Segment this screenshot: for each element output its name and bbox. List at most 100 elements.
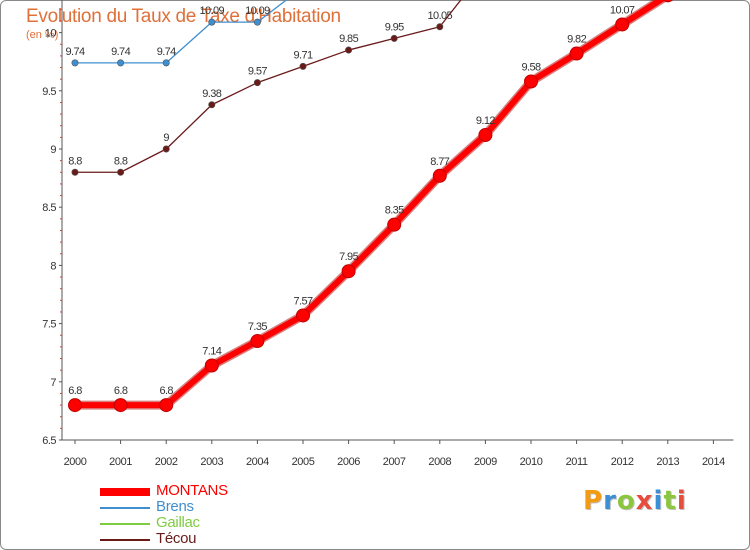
- data-label: 8.35: [385, 205, 404, 217]
- data-label: 6.8: [159, 385, 173, 397]
- x-tick-label: 2008: [428, 456, 451, 468]
- series-point: [253, 18, 261, 26]
- data-label: 10.09: [200, 5, 225, 17]
- x-tick-label: 2009: [474, 456, 497, 468]
- y-tick-label: 9: [50, 144, 56, 156]
- data-label: 10.05: [428, 10, 453, 22]
- data-label: 9.38: [202, 88, 221, 100]
- series-point: [117, 168, 125, 176]
- data-label: 10.07: [610, 4, 635, 16]
- x-tick-label: 2006: [337, 456, 360, 468]
- data-label: 9.95: [385, 21, 404, 33]
- legend-swatch: [100, 539, 150, 541]
- series-point: [569, 46, 584, 61]
- chart-title: Evolution du Taux de Taxe d'Habitation: [26, 6, 341, 27]
- series-point: [524, 74, 538, 89]
- series-point: [71, 168, 79, 176]
- series-point: [478, 128, 493, 143]
- data-label: 8.77: [430, 156, 449, 168]
- series-point: [162, 145, 170, 153]
- data-label: 9.85: [339, 33, 358, 45]
- series-point: [390, 34, 398, 42]
- y-tick-label: 7: [50, 377, 56, 389]
- series-line: [75, 0, 667, 409]
- data-label: 7.57: [293, 295, 312, 307]
- y-tick-label: 8: [50, 260, 56, 272]
- legend-label: Gaillac: [156, 514, 200, 531]
- legend-label: Técou: [156, 530, 197, 547]
- logo-letter: r: [603, 486, 617, 516]
- legend-label: MONTANS: [156, 482, 228, 499]
- logo-letter: o: [616, 486, 636, 516]
- series-point: [387, 217, 402, 232]
- series-point: [159, 398, 174, 413]
- series-point: [345, 46, 353, 54]
- x-tick-label: 2003: [200, 456, 223, 468]
- data-label: 9.12: [476, 115, 495, 127]
- series-point: [253, 79, 261, 87]
- data-label: 7.95: [339, 251, 358, 263]
- data-label: 8.8: [114, 155, 128, 167]
- logo-letter: i: [653, 486, 664, 516]
- data-label: 9.74: [111, 46, 130, 58]
- series-line-shadow: [70, 0, 669, 410]
- x-tick-label: 2002: [155, 456, 178, 468]
- x-tick-label: 2001: [109, 456, 132, 468]
- data-label: 6.8: [114, 385, 128, 397]
- y-tick-label: 8.5: [42, 202, 56, 214]
- series-point: [436, 23, 444, 31]
- legend-label: Brens: [156, 498, 194, 515]
- series-point: [117, 59, 125, 67]
- logo-letter: i: [676, 486, 687, 516]
- series-point: [113, 398, 128, 413]
- series-point: [162, 59, 170, 67]
- y-tick-label: 6.5: [42, 435, 56, 447]
- y-tick-label: 10: [45, 28, 57, 40]
- x-tick-label: 2014: [702, 456, 725, 468]
- x-tick-label: 2011: [566, 456, 588, 468]
- proxiti-logo: Proxiti: [583, 486, 687, 516]
- y-tick-label: 7.5: [42, 319, 56, 331]
- x-tick-label: 2013: [656, 456, 679, 468]
- legend-swatch: [100, 488, 150, 496]
- data-label: 9.74: [65, 46, 84, 58]
- data-label: 7.35: [248, 321, 267, 333]
- logo-letter: x: [635, 486, 654, 516]
- logo-letter: t: [663, 486, 677, 516]
- data-label: 9.74: [157, 46, 176, 58]
- series-point: [296, 308, 310, 323]
- x-tick-label: 2007: [383, 456, 406, 468]
- data-label: 8.8: [68, 155, 82, 167]
- x-tick-label: 2004: [246, 456, 269, 468]
- series-point: [615, 17, 630, 32]
- series-point: [71, 59, 79, 67]
- series-point: [208, 101, 216, 109]
- series-line: [75, 0, 288, 64]
- x-tick-label: 2005: [292, 456, 315, 468]
- series-point: [250, 334, 265, 349]
- x-tick-label: 2000: [64, 456, 87, 468]
- legend-swatch: [100, 523, 150, 525]
- legend-swatch: [100, 507, 150, 509]
- data-label: 9.82: [567, 34, 586, 46]
- series-point: [68, 398, 82, 413]
- y-tick-label: 9.5: [42, 86, 56, 98]
- x-tick-label: 2010: [520, 456, 543, 468]
- series-point: [341, 264, 356, 279]
- chart-subtitle: (en %): [26, 29, 59, 41]
- data-label: 9.57: [248, 66, 267, 78]
- data-label: 6.8: [68, 385, 82, 397]
- series-point: [432, 168, 447, 183]
- data-label: 9.58: [521, 61, 540, 73]
- data-label: 7.14: [202, 346, 221, 358]
- data-label: 9: [163, 132, 169, 144]
- series-point: [204, 358, 219, 373]
- series-point: [662, 0, 674, 3]
- series-point: [208, 18, 216, 26]
- series-point: [299, 62, 307, 70]
- x-tick-label: 2012: [611, 456, 634, 468]
- data-label: 9.71: [293, 49, 312, 61]
- logo-letter: P: [583, 486, 604, 516]
